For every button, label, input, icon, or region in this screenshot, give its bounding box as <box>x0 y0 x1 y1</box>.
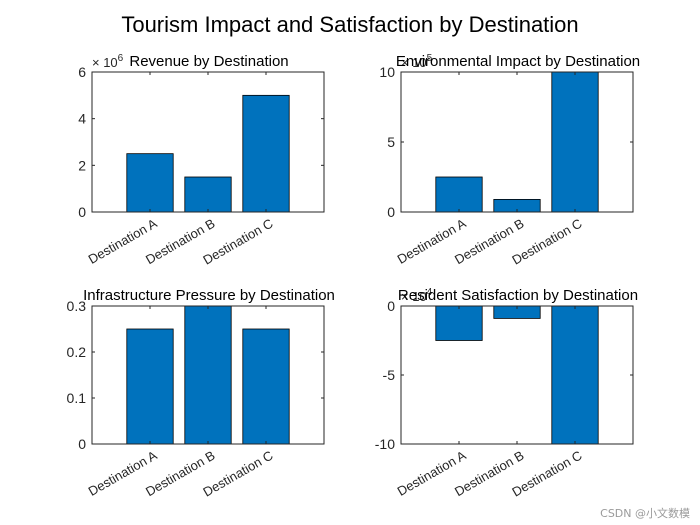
subplot-title: Environmental Impact by Destination <box>396 53 640 70</box>
subplot-title: Resident Satisfaction by Destination <box>398 287 638 304</box>
y-tick-label: 6 <box>78 64 86 80</box>
exponent-label: × 105 <box>401 53 433 70</box>
bar-3-1 <box>126 328 174 445</box>
y-tick-label: 0 <box>78 436 86 452</box>
y-tick-label: 0 <box>78 204 86 220</box>
y-tick-label: -10 <box>375 436 395 452</box>
bar-4-3 <box>551 305 599 445</box>
watermark-text: CSDN @小文数模 <box>600 506 690 520</box>
bar-4-1 <box>435 305 483 341</box>
y-tick-label: 0.1 <box>67 390 87 406</box>
exponent-label: × 104 <box>401 287 433 304</box>
figure-title: Tourism Impact and Satisfaction by Desti… <box>121 12 578 37</box>
y-tick-label: 10 <box>379 64 395 80</box>
bar-2-1 <box>435 176 483 213</box>
bar-1-2 <box>184 176 232 213</box>
y-tick-label: 0.3 <box>67 298 87 314</box>
y-tick-label: 5 <box>387 134 395 150</box>
bar-1-1 <box>126 153 174 213</box>
y-tick-label: 0.2 <box>67 344 87 360</box>
y-tick-label: -5 <box>383 367 396 383</box>
y-tick-label: 4 <box>78 111 86 127</box>
exponent-label: × 106 <box>92 53 124 70</box>
subplot-title: Revenue by Destination <box>129 53 288 70</box>
bar-3-2 <box>184 305 232 445</box>
bar-1-3 <box>242 94 290 213</box>
y-tick-label: 0 <box>387 298 395 314</box>
y-tick-label: 0 <box>387 204 395 220</box>
subplot-title: Infrastructure Pressure by Destination <box>83 287 335 304</box>
y-tick-label: 2 <box>78 157 86 173</box>
bar-3-3 <box>242 328 290 445</box>
bar-2-3 <box>551 71 599 213</box>
